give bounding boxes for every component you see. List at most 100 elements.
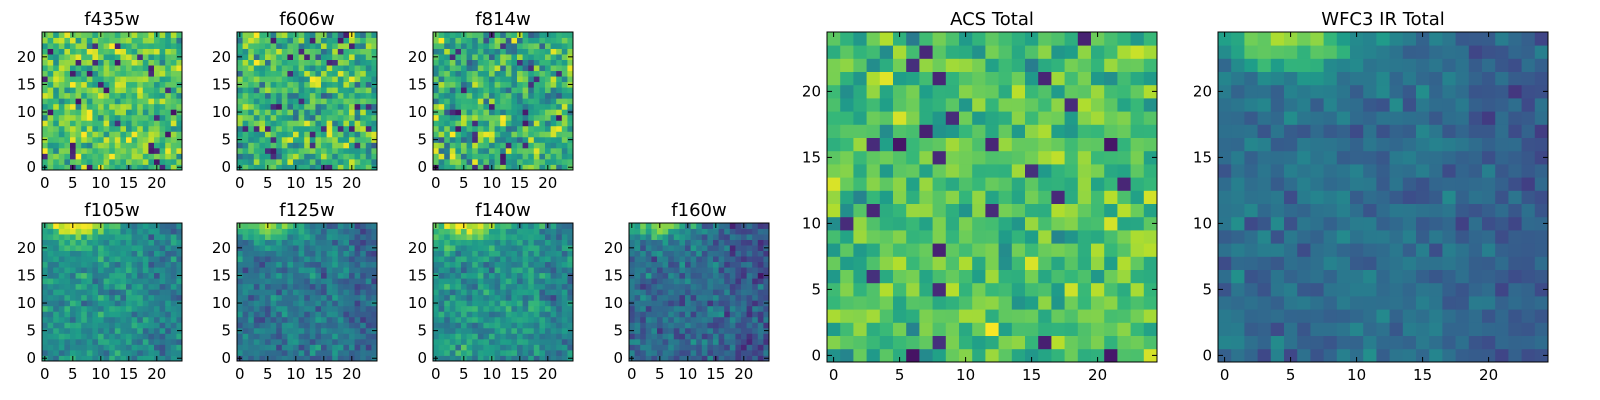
heatmap-cell (293, 283, 299, 290)
heatmap-cell (281, 43, 288, 49)
heatmap-cell (477, 158, 484, 165)
heatmap-cell (120, 153, 127, 160)
heatmap-cell (477, 283, 484, 290)
heatmap-cell (511, 43, 518, 49)
heatmap-cell (103, 65, 110, 72)
heatmap-cell (511, 261, 518, 268)
heatmap-cell (662, 289, 669, 296)
heatmap-cell (237, 333, 243, 340)
heatmap-cell (500, 333, 507, 340)
heatmap-cell (449, 261, 456, 268)
heatmap-cell (556, 272, 563, 279)
heatmap-cell (718, 256, 725, 263)
heatmap-cell (472, 98, 479, 105)
heatmap-cell (75, 327, 82, 334)
heatmap-cell (70, 239, 76, 246)
heatmap-cell (165, 223, 172, 229)
heatmap-cell (142, 239, 149, 246)
heatmap-cell (142, 223, 149, 229)
heatmap-cell (365, 98, 372, 105)
heatmap-cell (159, 355, 166, 362)
heatmap-cell (662, 311, 669, 318)
heatmap-cell (142, 278, 149, 285)
heatmap-cell (522, 81, 529, 88)
heatmap-cell (64, 92, 71, 99)
heatmap-cell (690, 322, 697, 329)
heatmap-cell (176, 344, 183, 351)
heatmap-cell (170, 92, 177, 99)
heatmap-cell (466, 109, 473, 116)
heatmap-cell (259, 109, 266, 116)
heatmap-cell (533, 223, 540, 229)
heatmap-cell (539, 344, 546, 351)
heatmap-cell (265, 76, 271, 83)
heatmap-cell (752, 250, 759, 257)
y-tick-label: 10 (212, 294, 231, 312)
heatmap-cell (972, 190, 986, 204)
heatmap-cell (371, 349, 378, 356)
heatmap-cell (58, 103, 65, 110)
heatmap-cell (103, 48, 110, 55)
heatmap-cell (511, 327, 518, 334)
heatmap-cell (690, 272, 697, 279)
heatmap-cell (735, 294, 742, 301)
heatmap-cell (326, 294, 333, 301)
heatmap-cell (47, 114, 54, 121)
heatmap-cell (287, 98, 294, 105)
heatmap-cell (154, 120, 160, 127)
heatmap-cell (253, 300, 260, 307)
heatmap-cell (472, 333, 479, 340)
heatmap-cell (103, 142, 110, 149)
heatmap-cell (853, 164, 867, 178)
heatmap-cell (827, 150, 841, 165)
heatmap-cell (511, 54, 518, 60)
heatmap-cell (466, 250, 473, 257)
heatmap-cell (248, 114, 255, 121)
heatmap-cell (64, 158, 71, 165)
heatmap-cell (92, 256, 99, 263)
heatmap-cell (321, 48, 327, 55)
heatmap-cell (505, 59, 512, 66)
heatmap-cell (371, 294, 378, 301)
heatmap-cell (259, 81, 266, 88)
heatmap-cell (293, 65, 299, 72)
heatmap-cell (483, 267, 490, 274)
heatmap-cell (270, 289, 277, 296)
heatmap-cell (165, 327, 172, 334)
heatmap-cell (259, 283, 266, 290)
heatmap-cell (668, 239, 675, 246)
heatmap-cell (567, 311, 574, 318)
heatmap-cell (365, 322, 372, 329)
heatmap-cell (461, 349, 467, 356)
heatmap-cell (242, 327, 249, 334)
heatmap-cell (349, 125, 355, 132)
heatmap-cell (371, 103, 378, 110)
heatmap-cell (640, 311, 647, 318)
heatmap-cell (561, 305, 568, 312)
heatmap-cell (137, 228, 144, 235)
heatmap-cell (265, 261, 271, 268)
heatmap-cell (1104, 216, 1118, 231)
heatmap-cell (304, 300, 311, 307)
heatmap-cell (237, 65, 243, 72)
heatmap-cell (461, 234, 467, 240)
heatmap-cell (455, 59, 462, 66)
heatmap-cell (505, 278, 512, 285)
heatmap-cell (114, 261, 121, 268)
heatmap-cell (729, 223, 736, 229)
heatmap-cell (298, 142, 305, 149)
heatmap-cell (142, 48, 149, 55)
heatmap-cell (176, 32, 183, 38)
heatmap-cell (522, 54, 529, 60)
heatmap-cell (326, 322, 333, 329)
heatmap-cell (103, 283, 110, 290)
heatmap-cell (92, 294, 99, 301)
heatmap-cell (126, 136, 132, 143)
heatmap-cell (242, 87, 249, 94)
heatmap-cell (556, 54, 563, 60)
heatmap-cell (237, 153, 243, 160)
heatmap-cell (985, 190, 999, 204)
heatmap-cell (1091, 296, 1105, 310)
heatmap-cell (444, 256, 451, 263)
